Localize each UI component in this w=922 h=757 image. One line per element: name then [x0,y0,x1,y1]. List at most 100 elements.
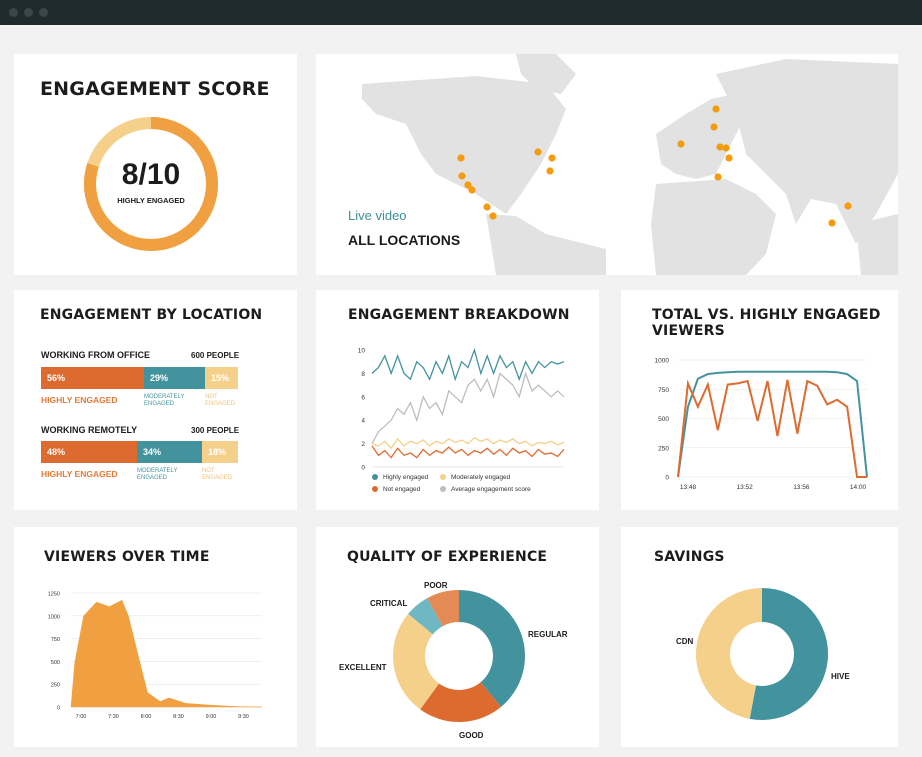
viewers-area [70,599,263,708]
quality-donut-chart [393,590,525,722]
office-not-pct: 15% [211,373,230,383]
savings-donut-chart [695,588,828,720]
remote-highly-segment: 48% [41,441,137,463]
remote-not-segment: 18% [202,441,238,463]
viewers-xtick-2: 8:00 [141,714,152,720]
legend-not-engaged-label: Not engaged [383,486,421,493]
location-marker-18 [828,219,836,227]
legend-highly-engaged: Highly engaged [372,474,428,481]
remote-people-count: 300 PEOPLE [191,426,240,435]
location-marker-14 [722,144,730,152]
viewers-xtick-1: 7:30 [108,714,119,720]
greenland-shape [516,54,576,94]
location-marker-16 [714,173,722,181]
office-highly-pct: 56% [47,373,66,383]
remote-highly-pct: 48% [47,447,66,457]
south-america-shape [486,214,606,275]
breakdown-series-1 [371,347,565,382]
engagement-breakdown-chart: 0 2 4 6 8 10 [358,347,565,472]
viewers-ytick-0: 0 [57,706,60,712]
breakdown-ytick-2: 2 [361,441,365,448]
office-people-count: 600 PEOPLE [191,351,240,360]
quality-label-excellent: EXCELLENT [339,663,387,672]
savings-label-cdn: CDN [676,637,694,646]
africa-shape [651,179,776,275]
engagement-breakdown-card: ENGAGEMENT BREAKDOWN 0 2 4 6 8 10 Highly enga… [316,290,599,510]
viewers-xtick-3: 8:30 [173,714,184,720]
close-window-icon[interactable] [9,8,18,17]
minimize-window-icon[interactable] [24,8,33,17]
location-marker-6 [489,212,497,220]
legend-average-score-label: Average engagement score [451,486,531,493]
office-moderate-label: MODERATELY ENGAGED [144,394,185,407]
total-xtick-2: 13:56 [793,484,810,491]
viewers-ytick-1250: 1250 [48,592,60,598]
legend-highly-engaged-label: Highly engaged [383,474,429,481]
quality-slice-2 [420,682,502,722]
remote-moderate-label: MODERATELY ENGAGED [137,468,178,481]
location-marker-17 [844,202,852,210]
office-group-label: WORKING FROM OFFICE [41,350,150,360]
legend-average-score-dot [440,486,446,493]
window-titlebar [0,0,922,25]
total-vs-highly-engaged-card: TOTAL VS. HIGHLY ENGAGED VIEWERS 0 250 500… [621,290,898,510]
location-marker-8 [548,154,556,162]
location-marker-9 [546,167,554,175]
legend-average-score: Average engagement score [440,486,531,493]
quality-label-critical: CRITICAL [370,599,408,608]
total-ytick-0: 0 [665,475,669,482]
engagement-score-gauge [84,117,218,251]
savings-title: SAVINGS [654,549,725,565]
southeast-asia-shape [856,214,898,275]
engagement-score-title: ENGAGEMENT SCORE [40,78,270,100]
map-subtitle: Live video [348,208,407,223]
total-ytick-500: 500 [658,416,669,423]
viewers-xtick-4: 9:00 [206,714,217,720]
office-engagement-bar: 56% 29% 15% [41,367,238,389]
location-marker-15 [725,154,733,162]
location-marker-12 [677,140,685,148]
quality-label-poor: POOR [424,581,448,590]
location-marker-13 [716,143,724,151]
viewers-xtick-0: 7:00 [76,714,87,720]
remote-not-label: NOT ENGAGED [202,468,233,481]
remote-highly-label: HIGHLY ENGAGED [41,469,118,479]
breakdown-ytick-10: 10 [358,348,366,355]
north-america-shape [362,76,566,214]
total-series-2 [677,379,867,478]
viewers-over-time-title: VIEWERS OVER TIME [44,549,210,565]
quality-slice-4 [408,598,443,635]
map-title: ALL LOCATIONS [348,232,461,248]
total-xtick-0: 13:48 [680,484,697,491]
quality-slice-3 [393,613,440,710]
total-ytick-750: 750 [658,387,669,394]
savings-slice-1 [749,588,828,720]
engagement-breakdown-title: ENGAGEMENT BREAKDOWN [348,307,570,323]
legend-moderately-engaged-label: Moderately engaged [451,474,511,481]
office-moderate-segment: 29% [144,367,205,389]
viewers-xtick-5: 9:30 [238,714,249,720]
breakdown-series-2 [371,436,565,450]
breakdown-ytick-8: 8 [361,371,365,378]
total-vs-highly-chart: 0 250 500 750 1000 13:48 13:52 13:56 14:00 [655,358,868,491]
office-highly-label: HIGHLY ENGAGED [41,395,118,405]
world-map [362,54,898,275]
viewers-ytick-250: 250 [51,683,60,689]
live-locations-map-card: Live video ALL LOCATIONS [316,54,898,275]
remote-moderate-pct: 34% [143,447,162,457]
viewers-ytick-500: 500 [51,660,60,666]
legend-not-engaged-dot [372,486,378,493]
europe-shape [656,94,741,179]
legend-moderately-engaged-dot [440,474,446,481]
total-vs-highly-title-line2: VIEWERS [652,323,725,339]
maximize-window-icon[interactable] [39,8,48,17]
engagement-score-value: 8/10 [121,158,181,191]
location-marker-1 [457,154,465,162]
quality-title: QUALITY OF EXPERIENCE [347,549,548,565]
total-ytick-250: 250 [658,445,669,452]
office-highly-segment: 56% [41,367,144,389]
engagement-by-location-title: ENGAGEMENT BY LOCATION [40,307,263,323]
location-marker-11 [710,123,718,131]
total-ytick-1000: 1000 [655,358,670,365]
breakdown-series-3 [371,445,565,459]
